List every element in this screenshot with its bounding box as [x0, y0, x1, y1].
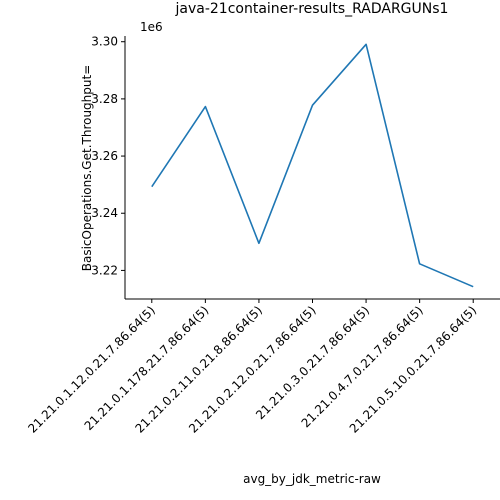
x-axis-label: avg_by_jdk_metric-raw — [243, 472, 381, 486]
y-offset-label: 1e6 — [140, 20, 163, 34]
x-tick-label: 21.21.0.3.0.21.7.86.64(5) — [253, 303, 372, 422]
y-axis-label: BasicOperations.Get.Throughput= — [80, 65, 94, 272]
y-tick-label: 3.24 — [91, 206, 118, 220]
chart-title: java-21container-results_RADARGUNs1 — [175, 1, 449, 17]
y-tick-label: 3.26 — [91, 149, 118, 163]
y-tick-label: 3.28 — [91, 92, 118, 106]
series-line — [151, 43, 474, 288]
y-tick-label: 3.30 — [91, 35, 118, 49]
y-tick-label: 3.22 — [91, 263, 118, 277]
